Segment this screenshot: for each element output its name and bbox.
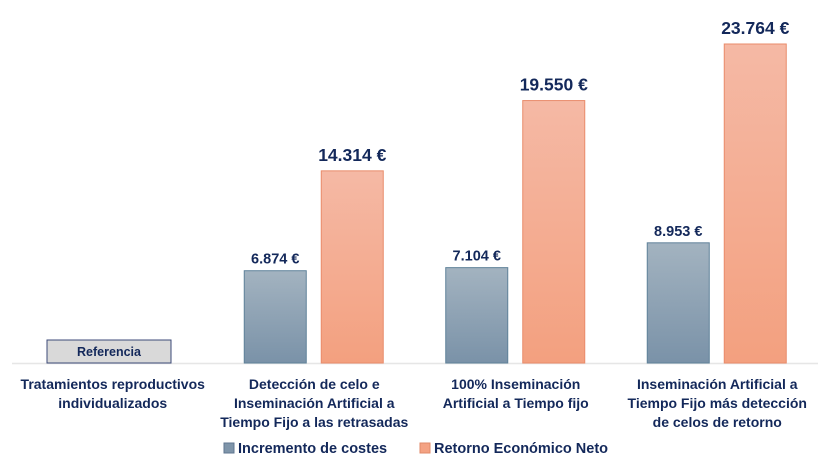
return-label-2: 19.550 € — [520, 75, 588, 95]
cost-label-1: 6.874 € — [251, 252, 299, 268]
cost-bar-3 — [646, 242, 710, 364]
legend: Incremento de costes Retorno Económico N… — [223, 441, 608, 457]
category-label-3: Inseminación Artificial a Tiempo Fijo más… — [628, 376, 807, 430]
return-bar-3 — [723, 43, 787, 364]
category-label-0: Tratamientos reproductivos individualizad… — [21, 376, 206, 411]
return-label-1: 14.314 € — [318, 145, 386, 165]
cost-label-2: 7.104 € — [453, 249, 501, 265]
legend-swatch-costs — [223, 442, 235, 454]
category-label-2: 100% Inseminación Artificial a Tiempo fij… — [443, 376, 589, 411]
category-label-1: Detección de celo e Inseminación Artifici… — [220, 376, 408, 430]
cost-label-3: 8.953 € — [654, 224, 702, 240]
legend-swatch-return — [419, 442, 431, 454]
legend-label-costs: Incremento de costes — [238, 441, 387, 457]
reference-label: Referencia — [77, 345, 142, 359]
return-bar-2 — [522, 100, 586, 364]
legend-label-return: Retorno Económico Neto — [434, 441, 608, 457]
cost-bar-1 — [243, 270, 307, 364]
cost-bar-2 — [445, 267, 509, 364]
return-bar-1 — [320, 170, 384, 364]
return-label-3: 23.764 € — [721, 18, 789, 38]
reference-box — [46, 339, 172, 364]
